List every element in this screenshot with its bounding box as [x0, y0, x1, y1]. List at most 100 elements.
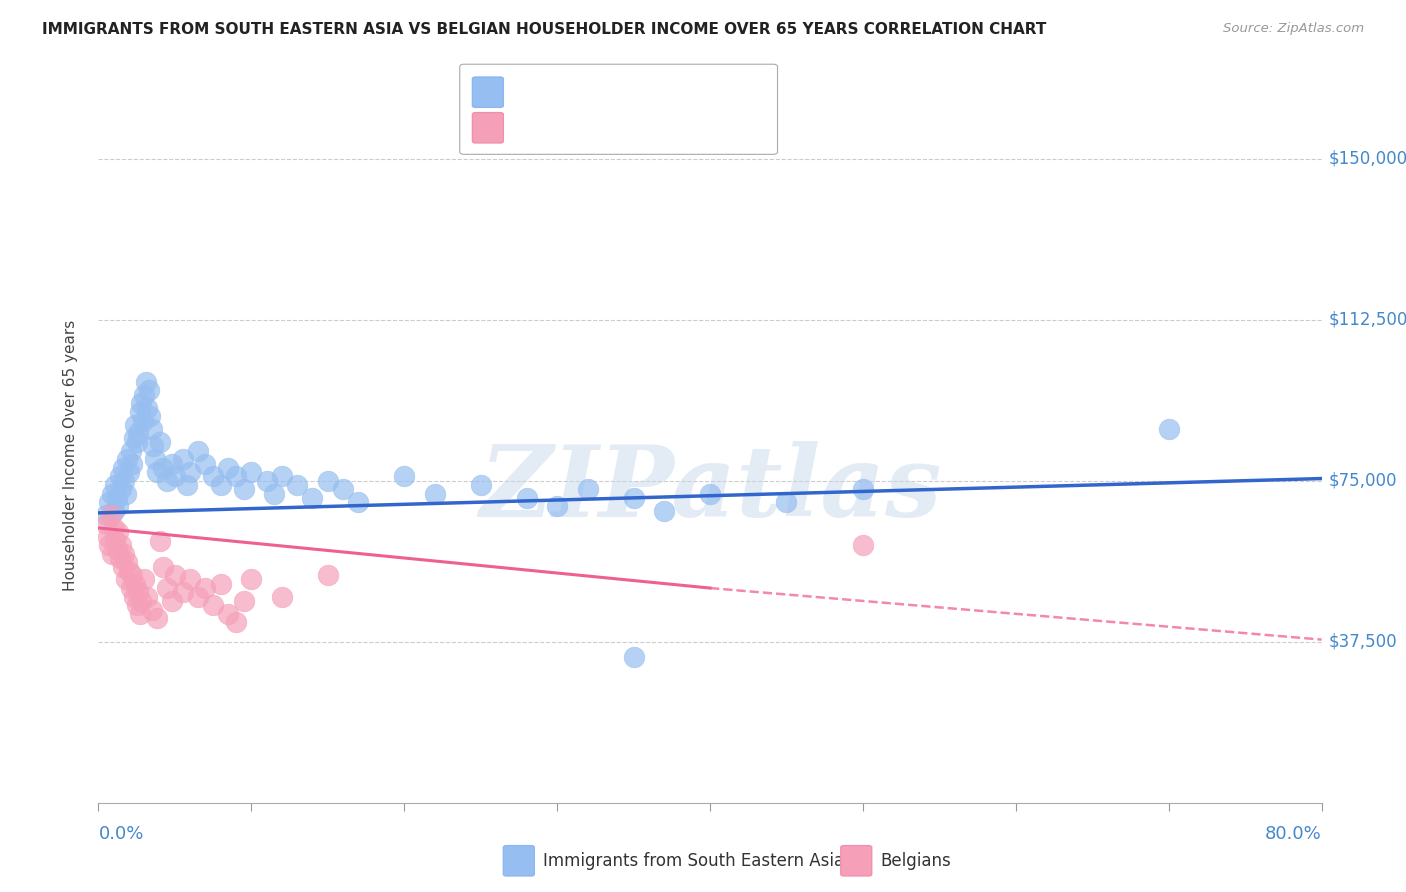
Point [127, 426, 149, 441]
Point [163, 469, 186, 483]
Point [652, 504, 675, 518]
Point [332, 483, 354, 497]
Point [187, 590, 209, 604]
Point [100, 508, 122, 522]
Point [263, 486, 285, 500]
Text: -0.257: -0.257 [551, 120, 610, 137]
Point [232, 483, 254, 497]
Point [152, 559, 174, 574]
Text: 80.0%: 80.0% [1265, 825, 1322, 843]
Point [852, 538, 875, 552]
Point [122, 590, 145, 604]
Point [179, 573, 201, 587]
Point [163, 568, 186, 582]
Y-axis label: Householder Income Over 65 years: Householder Income Over 65 years [63, 319, 77, 591]
Point [94, 508, 117, 522]
Point [134, 388, 156, 402]
Point [225, 469, 247, 483]
Point [232, 594, 254, 608]
Point [98, 538, 121, 552]
Point [852, 483, 875, 497]
Point [546, 500, 568, 514]
Point [121, 568, 143, 582]
Point [301, 491, 323, 505]
Point [107, 500, 129, 514]
Point [240, 465, 263, 479]
Text: Immigrants from South Eastern Asia: Immigrants from South Eastern Asia [543, 852, 844, 870]
Text: $112,500: $112,500 [1329, 310, 1406, 328]
Point [121, 457, 143, 471]
Point [101, 486, 124, 500]
Point [423, 486, 446, 500]
Point [110, 538, 132, 552]
Point [256, 474, 278, 488]
Point [209, 576, 232, 591]
Text: ZIPatlas: ZIPatlas [479, 442, 941, 538]
Point [117, 555, 139, 569]
Point [156, 474, 179, 488]
Point [240, 573, 263, 587]
Text: 0.086: 0.086 [551, 84, 603, 102]
Point [108, 551, 131, 566]
Point [117, 452, 139, 467]
Point [129, 594, 152, 608]
Point [141, 602, 163, 616]
Point [101, 547, 124, 561]
Point [136, 401, 159, 415]
Point [139, 409, 162, 424]
Point [143, 452, 166, 467]
Point [105, 491, 128, 505]
Point [108, 469, 131, 483]
Point [110, 483, 132, 497]
Point [172, 585, 194, 599]
Text: R =: R = [512, 120, 548, 137]
Point [176, 478, 198, 492]
Point [1157, 422, 1180, 436]
Point [145, 611, 167, 625]
Point [160, 457, 183, 471]
Point [217, 460, 239, 475]
Point [128, 405, 150, 419]
Point [118, 465, 141, 479]
Point [194, 581, 217, 595]
Point [115, 486, 138, 500]
Point [127, 585, 149, 599]
Text: Belgians: Belgians [880, 852, 950, 870]
Point [392, 469, 416, 483]
Text: $37,500: $37,500 [1329, 632, 1398, 651]
Point [202, 469, 225, 483]
Text: 68: 68 [650, 84, 672, 102]
Point [516, 491, 538, 505]
Point [775, 495, 797, 509]
Point [149, 533, 172, 548]
Point [217, 607, 239, 621]
Point [105, 542, 128, 557]
Point [470, 478, 492, 492]
Text: N =: N = [607, 84, 655, 102]
Text: 46: 46 [650, 120, 672, 137]
Point [156, 581, 179, 595]
Text: R =: R = [512, 84, 548, 102]
Point [136, 590, 159, 604]
Point [98, 495, 121, 509]
Point [316, 474, 339, 488]
Point [111, 559, 134, 574]
Point [104, 533, 127, 548]
Point [112, 474, 135, 488]
Point [132, 413, 155, 427]
Text: IMMIGRANTS FROM SOUTH EASTERN ASIA VS BELGIAN HOUSEHOLDER INCOME OVER 65 YEARS C: IMMIGRANTS FROM SOUTH EASTERN ASIA VS BE… [42, 22, 1046, 37]
Point [134, 573, 156, 587]
Point [107, 525, 129, 540]
Point [97, 529, 120, 543]
Text: Source: ZipAtlas.com: Source: ZipAtlas.com [1223, 22, 1364, 36]
Point [623, 491, 645, 505]
Point [202, 599, 225, 613]
Point [145, 465, 167, 479]
Point [112, 547, 135, 561]
Point [135, 375, 157, 389]
Point [152, 460, 174, 475]
Point [103, 504, 125, 518]
Point [316, 568, 339, 582]
Point [118, 564, 141, 578]
Point [179, 465, 201, 479]
